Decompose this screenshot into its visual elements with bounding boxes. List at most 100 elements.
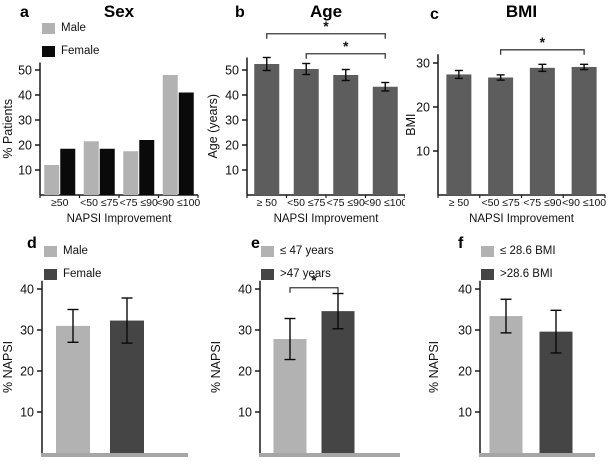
legend-swatch	[44, 268, 57, 280]
sig-bracket	[305, 53, 386, 59]
panel-b-age: b Age 10 20 30 40 50 ≥ 50 <50 ≤75 <75 ≤90 <90 ≤1…	[205, 0, 405, 233]
legend-swatch	[261, 268, 274, 280]
y-tick-label: 10	[18, 164, 32, 178]
sig-star: *	[343, 38, 349, 54]
bar	[123, 151, 139, 195]
legend-swatch	[42, 45, 55, 57]
y-tick-label: 40	[225, 89, 239, 103]
x-tick-label: <50 ≤75	[482, 197, 520, 209]
bar	[162, 75, 178, 195]
y-tick-label: 10	[225, 164, 239, 178]
panel-letter: b	[235, 4, 245, 21]
legend-swatch	[481, 268, 494, 280]
legend-swatch	[44, 246, 57, 258]
legend-item: ≤ 47 years	[261, 245, 334, 258]
x-tick-label: <90 ≤100	[156, 197, 200, 209]
bar	[139, 140, 155, 195]
panel-letter: f	[458, 235, 464, 252]
panel-d-napsi-by-sex: d Male Female 10 20 30 40 % NAPSI	[0, 233, 205, 466]
y-tick-label: 20	[416, 101, 430, 115]
bar-chart-napsi-by-age: 10 20 30 40 * % NAPSI	[209, 272, 400, 457]
legend-item: Male	[42, 22, 99, 35]
legend-label: Male	[63, 245, 88, 257]
x-tick-label: <90 ≤100	[363, 197, 405, 209]
sig-star: *	[311, 272, 317, 288]
x-axis-label: NAPSI Improvement	[67, 213, 173, 225]
legend-label: ≤ 28.6 BMI	[500, 245, 556, 257]
legend-swatch	[42, 23, 55, 35]
y-tick-label: 20	[18, 139, 32, 153]
sig-bracket	[289, 287, 339, 293]
panel-a-sex: a Sex Male Female 10 20 30 40 50 ≥50 <50 ≤75 <75…	[0, 0, 205, 233]
bar	[83, 141, 99, 195]
y-tick-label: 20	[20, 365, 34, 379]
bar-chart-sex: 10 20 30 40 50 ≥50 <50 ≤75 <75 ≤90<90 ≤100 NAPSI…	[1, 62, 200, 225]
panel-title: Age	[309, 2, 343, 21]
bar	[178, 92, 194, 195]
y-tick-label: 10	[20, 406, 34, 420]
y-axis-label: Age (years)	[206, 94, 220, 159]
x-tick-label: <50 ≤75	[287, 197, 325, 209]
panel-title: Sex	[103, 2, 135, 21]
sig-bracket	[499, 49, 585, 55]
x-axis	[259, 453, 400, 457]
panel-letter: c	[430, 6, 439, 23]
y-tick-label: 30	[225, 114, 239, 128]
y-tick-label: 30	[238, 324, 252, 338]
x-tick-label: <75 ≤90	[120, 197, 158, 209]
x-axis-label: NAPSI Improvement	[274, 213, 380, 225]
legend-label: ≤ 47 years	[280, 245, 334, 257]
panel-letter: d	[27, 235, 37, 252]
y-axis-label: BMI	[405, 113, 418, 135]
y-tick-label: 20	[238, 365, 252, 379]
legend-label: Female	[61, 44, 100, 57]
legend-item: Male	[44, 245, 101, 258]
y-tick-label: 40	[18, 89, 32, 103]
panel-e-napsi-by-age: e ≤ 47 years >47 years 10 20 30 40 * % NAPSI	[205, 233, 405, 466]
panel-c-bmi: c BMI 10 20 30 ≥ 50 <50 ≤75 <75 ≤90 <90 ≤100 * N…	[405, 0, 612, 233]
y-tick-label: 20	[225, 139, 239, 153]
legend-item: ≤ 28.6 BMI	[481, 245, 556, 258]
y-tick-label: 40	[458, 283, 472, 297]
x-tick-label: ≥50	[51, 197, 69, 209]
bar	[60, 148, 76, 195]
y-axis-label: % NAPSI	[427, 341, 441, 393]
bar-chart-napsi-by-sex: 10 20 30 40 % NAPSI	[1, 280, 188, 457]
legend: ≤ 47 years >47 years	[261, 245, 334, 281]
legend-item: >47 years	[261, 268, 334, 281]
x-tick-label: <90 ≤100	[562, 197, 606, 209]
y-tick-label: 10	[416, 145, 430, 159]
y-tick-label: 10	[458, 406, 472, 420]
panel-title: BMI	[505, 2, 538, 21]
legend-item: >28.6 BMI	[481, 268, 556, 281]
bar	[372, 86, 398, 195]
x-tick-label: <75 ≤90	[327, 197, 365, 209]
x-tick-label: ≥ 50	[449, 197, 470, 209]
bar	[488, 77, 514, 195]
y-tick-label: 30	[20, 324, 34, 338]
bar	[529, 67, 555, 195]
legend: ≤ 28.6 BMI >28.6 BMI	[481, 245, 556, 281]
y-tick-label: 30	[416, 57, 430, 71]
legend-item: Female	[42, 44, 100, 58]
panel-f-napsi-by-bmi: f ≤ 28.6 BMI >28.6 BMI 10 20 30 40 % NAPSI	[405, 233, 612, 466]
legend-label: Female	[63, 267, 102, 280]
panel-letter: e	[251, 235, 260, 252]
x-axis	[41, 453, 188, 457]
bar-chart-bmi: 10 20 30 ≥ 50 <50 ≤75 <75 ≤90 <90 ≤100 * NAPSI I…	[405, 34, 606, 225]
y-axis-label: % NAPSI	[209, 341, 223, 393]
panel-letter: a	[20, 4, 29, 21]
y-tick-label: 50	[18, 64, 32, 78]
bar-chart-napsi-by-bmi: 10 20 30 40 % NAPSI	[427, 280, 595, 457]
y-tick-label: 10	[238, 406, 252, 420]
bar	[293, 69, 319, 195]
legend: Male Female	[44, 245, 102, 280]
y-tick-label: 30	[458, 324, 472, 338]
y-tick-label: 40	[238, 283, 252, 297]
bar	[446, 74, 472, 195]
bar	[489, 316, 523, 453]
sig-star: *	[540, 34, 546, 50]
bar-chart-age: 10 20 30 40 50 ≥ 50 <50 ≤75 <75 ≤90<90 ≤100 * * NA…	[206, 18, 405, 225]
legend-swatch	[481, 246, 494, 258]
